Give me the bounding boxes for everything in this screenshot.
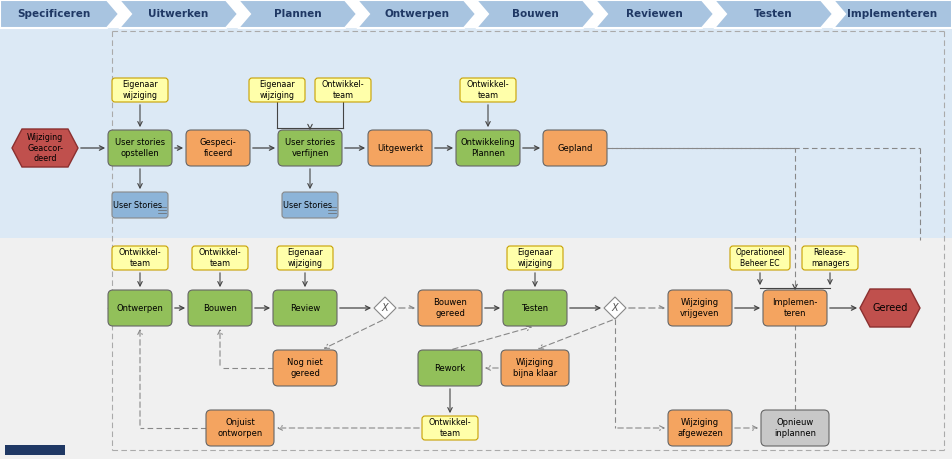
Text: Wijziging
vrijgeven: Wijziging vrijgeven xyxy=(681,298,720,318)
Text: X: X xyxy=(612,303,618,313)
Polygon shape xyxy=(595,0,714,28)
Text: Ontwerpen: Ontwerpen xyxy=(116,303,164,313)
FancyBboxPatch shape xyxy=(503,290,567,326)
Text: Rework: Rework xyxy=(434,364,466,373)
Text: User stories
verfijnen: User stories verfijnen xyxy=(285,138,335,158)
FancyBboxPatch shape xyxy=(206,410,274,446)
FancyBboxPatch shape xyxy=(368,130,432,166)
FancyBboxPatch shape xyxy=(315,78,371,102)
FancyBboxPatch shape xyxy=(273,290,337,326)
Text: Gereed: Gereed xyxy=(872,303,907,313)
Text: Uitwerken: Uitwerken xyxy=(149,9,208,19)
Text: Bouwen: Bouwen xyxy=(203,303,237,313)
Text: Ontwikkel-
team: Ontwikkel- team xyxy=(466,80,509,100)
FancyBboxPatch shape xyxy=(186,130,250,166)
Text: X: X xyxy=(382,303,388,313)
FancyBboxPatch shape xyxy=(282,192,338,218)
FancyBboxPatch shape xyxy=(249,78,305,102)
Text: Testen: Testen xyxy=(522,303,548,313)
FancyBboxPatch shape xyxy=(112,78,168,102)
Text: User Stories: User Stories xyxy=(112,201,162,209)
Text: Wijziging
bijna klaar: Wijziging bijna klaar xyxy=(513,358,557,378)
FancyBboxPatch shape xyxy=(418,290,482,326)
Text: Opnieuw
inplannen: Opnieuw inplannen xyxy=(774,418,816,438)
FancyBboxPatch shape xyxy=(188,290,252,326)
Text: Uitgewerkt: Uitgewerkt xyxy=(377,144,423,152)
FancyBboxPatch shape xyxy=(422,416,478,440)
Text: Gepland: Gepland xyxy=(557,144,593,152)
Bar xyxy=(5,445,65,455)
Text: User Stories: User Stories xyxy=(283,201,331,209)
Bar xyxy=(0,238,952,459)
FancyBboxPatch shape xyxy=(112,192,168,218)
Text: Ontwikkel-
team: Ontwikkel- team xyxy=(199,248,241,268)
FancyBboxPatch shape xyxy=(108,130,172,166)
Text: Wijziging
afgewezen: Wijziging afgewezen xyxy=(677,418,723,438)
Text: Bouwen: Bouwen xyxy=(512,9,559,19)
FancyBboxPatch shape xyxy=(192,246,248,270)
Text: Eigenaar
wijziging: Eigenaar wijziging xyxy=(517,248,553,268)
Bar xyxy=(0,28,952,238)
FancyBboxPatch shape xyxy=(730,246,790,270)
FancyBboxPatch shape xyxy=(460,78,516,102)
FancyBboxPatch shape xyxy=(802,246,858,270)
Text: Operationeel
Beheer EC: Operationeel Beheer EC xyxy=(735,248,784,268)
Polygon shape xyxy=(12,129,78,167)
Text: Reviewen: Reviewen xyxy=(626,9,683,19)
FancyBboxPatch shape xyxy=(501,350,569,386)
Text: Wijziging
Geaccor-
deerd: Wijziging Geaccor- deerd xyxy=(27,133,63,163)
Polygon shape xyxy=(374,297,396,319)
Text: Release-
managers: Release- managers xyxy=(811,248,849,268)
Polygon shape xyxy=(238,0,357,28)
FancyBboxPatch shape xyxy=(507,246,563,270)
FancyBboxPatch shape xyxy=(273,350,337,386)
Text: Testen: Testen xyxy=(754,9,793,19)
Text: Ontwikkel-
team: Ontwikkel- team xyxy=(119,248,161,268)
FancyBboxPatch shape xyxy=(763,290,827,326)
Polygon shape xyxy=(0,0,119,28)
FancyBboxPatch shape xyxy=(543,130,607,166)
Text: Eigenaar
wijziging: Eigenaar wijziging xyxy=(122,80,158,100)
FancyBboxPatch shape xyxy=(668,290,732,326)
Text: User stories
opstellen: User stories opstellen xyxy=(115,138,165,158)
FancyBboxPatch shape xyxy=(456,130,520,166)
Text: Ontwikkel-
team: Ontwikkel- team xyxy=(428,418,471,438)
FancyBboxPatch shape xyxy=(278,130,342,166)
FancyBboxPatch shape xyxy=(761,410,829,446)
Polygon shape xyxy=(860,289,920,327)
Text: Nog niet
gereed: Nog niet gereed xyxy=(288,358,323,378)
Text: Specificeren: Specificeren xyxy=(17,9,90,19)
Polygon shape xyxy=(476,0,595,28)
Polygon shape xyxy=(119,0,238,28)
Text: Bouwen
gereed: Bouwen gereed xyxy=(433,298,466,318)
Text: Gespeci-
ficeerd: Gespeci- ficeerd xyxy=(200,138,236,158)
Text: Ontwikkeling
Plannen: Ontwikkeling Plannen xyxy=(461,138,515,158)
Text: Review: Review xyxy=(289,303,320,313)
Polygon shape xyxy=(714,0,833,28)
FancyBboxPatch shape xyxy=(108,290,172,326)
Text: Eigenaar
wijziging: Eigenaar wijziging xyxy=(259,80,295,100)
Text: Eigenaar
wijziging: Eigenaar wijziging xyxy=(288,248,323,268)
FancyBboxPatch shape xyxy=(277,246,333,270)
Text: Ontwikkel-
team: Ontwikkel- team xyxy=(322,80,365,100)
Polygon shape xyxy=(833,0,952,28)
FancyBboxPatch shape xyxy=(668,410,732,446)
FancyBboxPatch shape xyxy=(418,350,482,386)
Text: Ontwerpen: Ontwerpen xyxy=(384,9,449,19)
Text: Implementeren: Implementeren xyxy=(847,9,938,19)
Polygon shape xyxy=(604,297,626,319)
FancyBboxPatch shape xyxy=(112,246,168,270)
Text: Plannen: Plannen xyxy=(273,9,322,19)
Text: Onjuist
ontworpen: Onjuist ontworpen xyxy=(217,418,263,438)
Polygon shape xyxy=(357,0,476,28)
Text: Implemen-
teren: Implemen- teren xyxy=(772,298,818,318)
